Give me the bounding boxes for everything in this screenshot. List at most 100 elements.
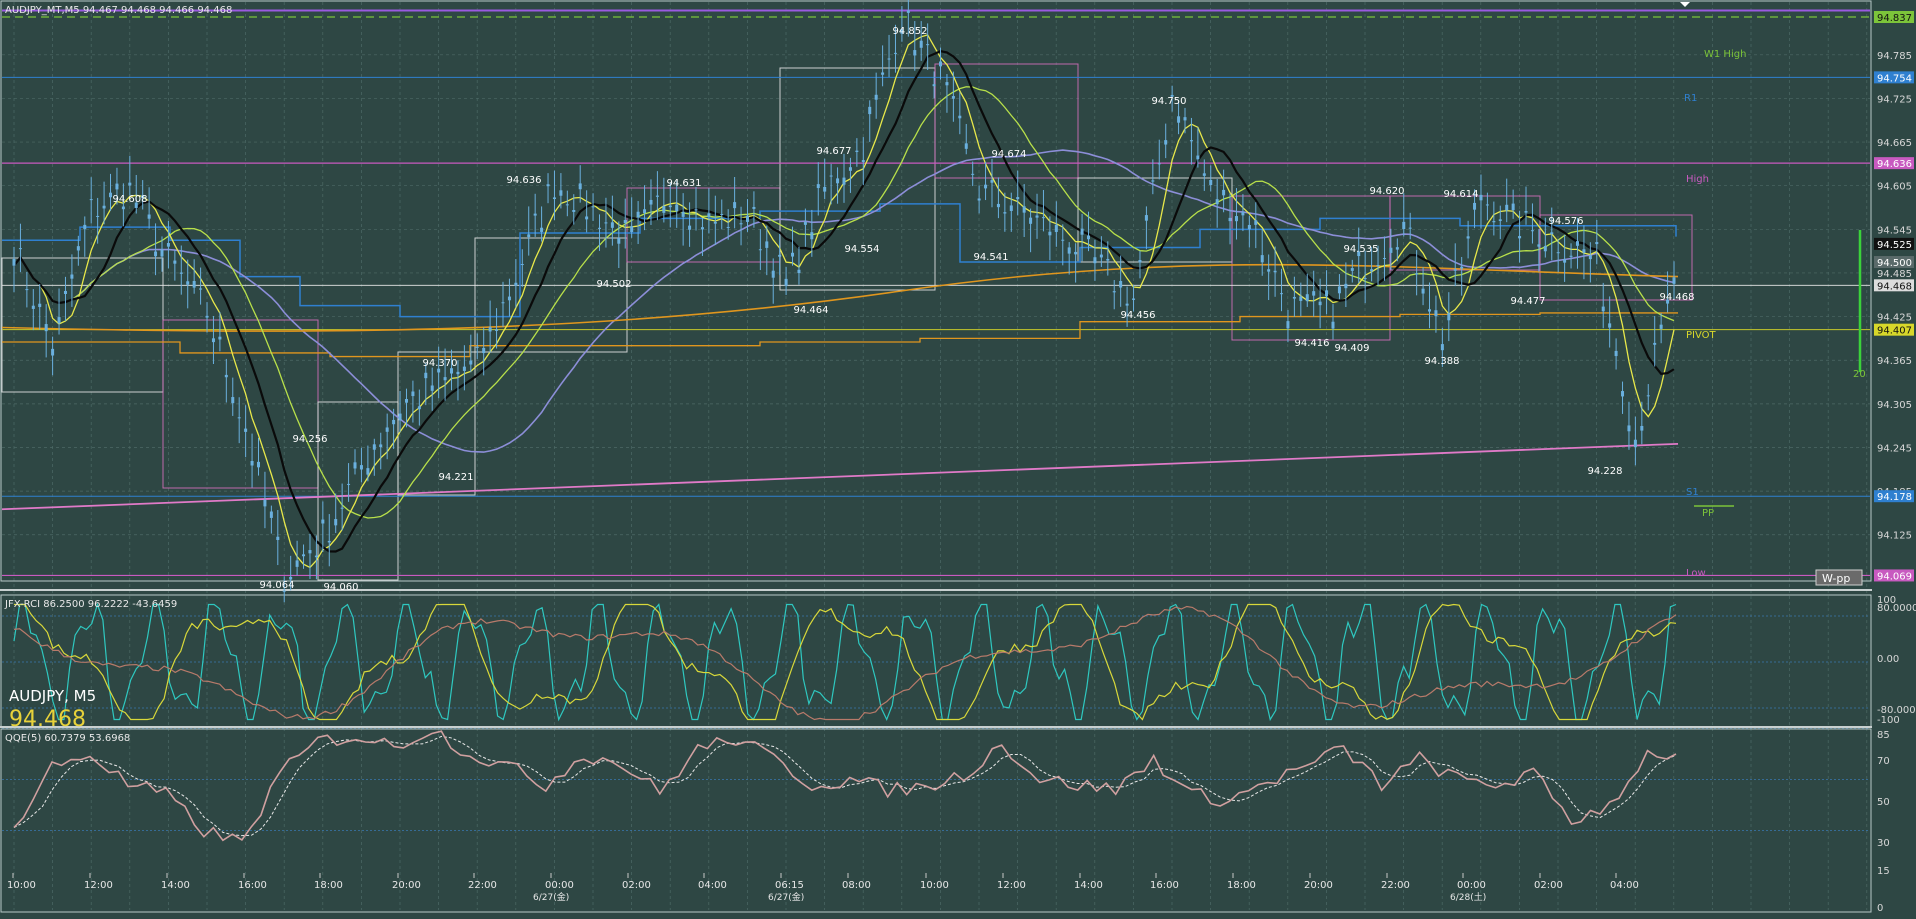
candle-body <box>1575 241 1579 246</box>
right-axis-bg <box>1872 0 1916 919</box>
candle-body <box>12 258 16 266</box>
candle-body <box>1595 242 1599 245</box>
date-label: 6/27(金) <box>768 891 804 903</box>
candle-body <box>295 560 299 567</box>
price-tag <box>1874 256 1914 269</box>
candle-body <box>1267 269 1271 272</box>
qqe-tick-label: 85 <box>1877 730 1890 741</box>
candle-body <box>630 226 634 233</box>
peak-label: 94.636 <box>507 175 542 186</box>
peak-label: 94.576 <box>1549 216 1584 227</box>
symbol-price: 94.468 <box>9 707 86 732</box>
qqe-tick-label: 0 <box>1877 903 1883 914</box>
candle-body <box>707 213 711 217</box>
candle-body <box>417 406 421 410</box>
candle-body <box>565 204 569 206</box>
candle-body <box>1138 259 1142 263</box>
candle-body <box>1666 299 1670 304</box>
price-tag-label: 94.754 <box>1877 73 1912 84</box>
candle-body <box>1601 306 1605 312</box>
candle-body <box>1672 277 1676 284</box>
candle-body <box>302 554 306 557</box>
time-label: 08:00 <box>842 880 871 891</box>
candle-body <box>1492 221 1496 223</box>
candle-body <box>848 167 852 171</box>
candle-body <box>649 199 653 205</box>
candle-body <box>385 427 389 432</box>
candle-body <box>1402 221 1406 230</box>
w-pp-button-label: W-pp <box>1822 572 1850 585</box>
peak-label: 94.221 <box>439 472 474 483</box>
peak-label: 94.464 <box>794 305 829 316</box>
time-label: 06:15 <box>775 880 804 891</box>
price-tick-label: 94.425 <box>1877 313 1912 324</box>
candle-body <box>237 417 241 419</box>
price-tag-label: 94.636 <box>1877 159 1912 170</box>
candle-body <box>758 249 762 251</box>
candle-body <box>76 246 80 251</box>
qqe-main-line <box>13 730 1677 842</box>
candle-body <box>1428 309 1432 312</box>
candle-body <box>1337 286 1341 294</box>
candle-body <box>977 198 981 201</box>
rci-tick-label: 100 <box>1877 595 1896 606</box>
candle-body <box>1485 204 1489 206</box>
price-tag-label: 94.407 <box>1877 326 1912 337</box>
candle-body <box>1550 232 1554 235</box>
candle-body <box>1505 204 1509 211</box>
candle-body <box>598 227 602 229</box>
candle-body <box>366 468 370 475</box>
candle-body <box>166 243 170 247</box>
session-boxes <box>1 63 1693 581</box>
candle-body <box>1473 202 1477 210</box>
candle-body <box>1241 212 1245 216</box>
candle-body <box>893 52 897 54</box>
candle-body <box>1280 293 1284 295</box>
candle-body <box>1582 249 1586 253</box>
candle-body <box>836 178 840 184</box>
candle-body <box>733 202 737 209</box>
candle-body <box>1376 264 1380 266</box>
candle-body <box>141 195 145 199</box>
qqe-tick-label: 30 <box>1877 838 1890 849</box>
price-tick-label: 94.245 <box>1877 443 1912 454</box>
candle-body <box>572 210 576 212</box>
peak-label: 94.852 <box>893 26 928 37</box>
session-box <box>934 63 1079 179</box>
peak-label: 94.502 <box>597 279 632 290</box>
candle-body <box>450 368 454 374</box>
candle-body <box>31 305 35 309</box>
time-label: 02:00 <box>1534 880 1563 891</box>
candle-body <box>115 183 119 190</box>
candle-body <box>1318 301 1322 306</box>
candle-body <box>745 215 749 222</box>
price-tick-label: 94.125 <box>1877 531 1912 542</box>
candle-body <box>1640 425 1644 431</box>
candle-body <box>726 226 730 228</box>
candle-body <box>1022 206 1026 213</box>
candle-body <box>276 536 280 540</box>
candle-body <box>89 199 93 201</box>
candle-body <box>1325 290 1329 297</box>
peak-label: 94.750 <box>1152 96 1187 107</box>
candle-body <box>1363 278 1367 280</box>
candle-body <box>1016 197 1020 200</box>
price-tag-label: 94.178 <box>1877 492 1912 503</box>
rci-tick-label: 80.0000 <box>1877 603 1916 614</box>
candle-body <box>501 302 505 304</box>
candle-body <box>1222 189 1226 196</box>
candle-body <box>334 519 338 526</box>
rci-tick-label: 0.00 <box>1877 654 1899 665</box>
peak-label: 94.620 <box>1370 186 1405 197</box>
candle-body <box>443 377 447 381</box>
candle-body <box>462 366 466 371</box>
candle-body <box>778 254 782 257</box>
purple-ma <box>13 149 1675 453</box>
candle-body <box>1106 258 1110 261</box>
candle-body <box>1350 268 1354 271</box>
price-tag <box>1874 323 1914 336</box>
side-number: 20 <box>1853 369 1866 380</box>
w-pp-button[interactable]: W-pp <box>1815 569 1863 586</box>
